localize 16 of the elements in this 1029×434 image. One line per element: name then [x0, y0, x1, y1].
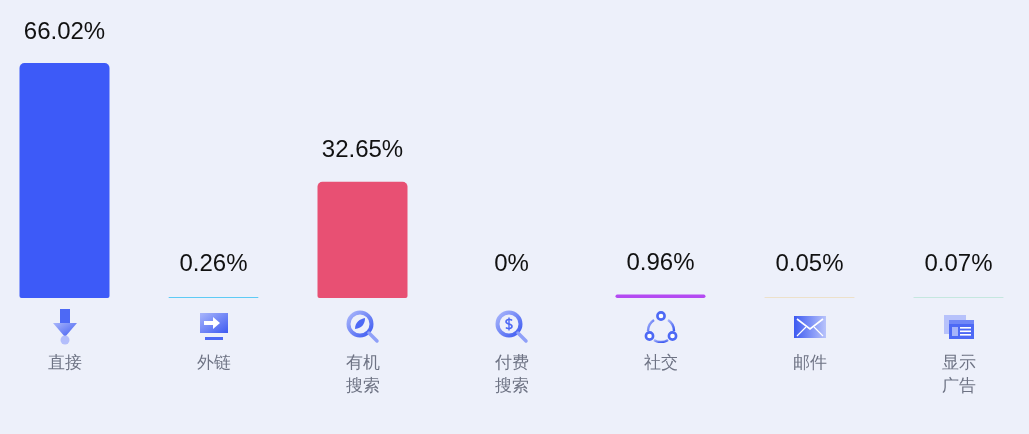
x-tick-label: 有机搜索 — [345, 352, 380, 396]
data-label: 32.65% — [321, 135, 404, 163]
x-tick-label: 邮件 — [792, 352, 827, 372]
x-tick-label: 外链 — [196, 352, 231, 372]
x-tick-label: 社交 — [643, 352, 678, 372]
bar — [19, 63, 110, 298]
data-label: 0% — [494, 248, 529, 276]
data-label: 0.26% — [179, 248, 248, 276]
x-tick-label: 显示广告 — [941, 352, 976, 396]
data-label: 66.02% — [23, 16, 106, 44]
x-tick-label: 付费搜索 — [493, 352, 529, 396]
data-label: 0.96% — [626, 248, 695, 276]
data-label: 0.05% — [775, 248, 844, 276]
bar — [317, 181, 408, 298]
x-tick-label: 直接 — [47, 352, 82, 372]
data-label: 0.07% — [924, 248, 993, 276]
